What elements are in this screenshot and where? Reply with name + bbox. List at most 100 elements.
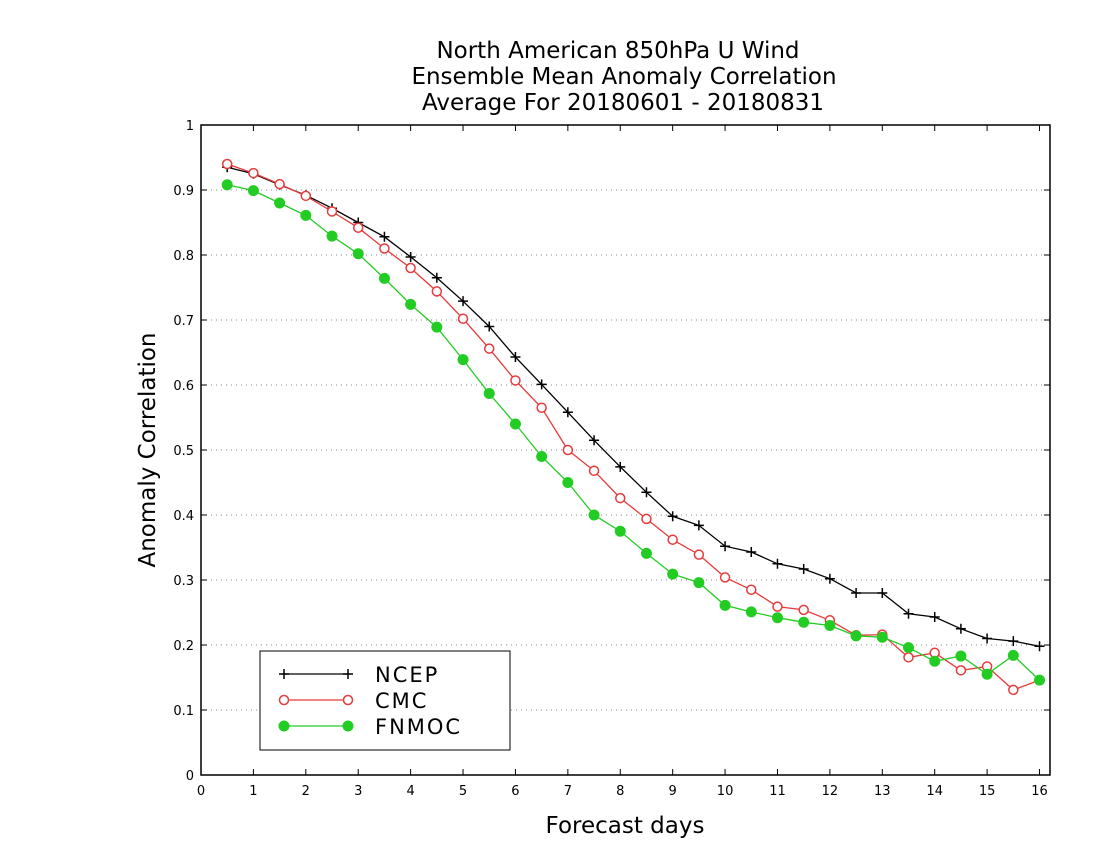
- series-line-fnmoc: [227, 184, 1040, 681]
- data-point-cmc: [798, 604, 809, 616]
- data-point-fnmoc: [378, 272, 390, 284]
- axes: [200, 124, 1051, 776]
- data-point-fnmoc: [405, 298, 417, 310]
- data-point-cmc: [667, 534, 678, 545]
- data-point-fnmoc: [745, 606, 757, 618]
- data-point-cmc: [903, 652, 914, 663]
- data-point-cmc: [615, 492, 626, 504]
- data-point-cmc: [326, 206, 338, 217]
- series-line-ncep: [227, 166, 1040, 647]
- data-point-fnmoc: [876, 631, 888, 643]
- chart-title-line-1: North American 850hPa U Wind: [436, 38, 799, 64]
- data-point-cmc: [379, 243, 390, 254]
- legend-marker-cmc: [278, 694, 290, 706]
- data-point-fnmoc: [981, 668, 993, 680]
- x-tick-label: 2: [302, 784, 310, 799]
- data-point-ncep: [982, 633, 993, 644]
- data-point-ncep: [1008, 636, 1019, 647]
- data-point-fnmoc: [352, 248, 364, 260]
- data-point-fnmoc: [300, 209, 312, 221]
- data-point-ncep: [929, 612, 940, 623]
- data-point-cmc: [693, 549, 705, 560]
- y-tick-label: 0.1: [173, 704, 194, 719]
- data-point-cmc: [588, 465, 600, 477]
- legend-marker-fnmoc: [278, 720, 290, 732]
- data-point-fnmoc: [457, 354, 469, 366]
- data-point-ncep: [589, 435, 600, 446]
- x-tick-label: 15: [979, 784, 996, 799]
- data-point-fnmoc: [221, 179, 233, 191]
- data-point-fnmoc: [903, 642, 914, 654]
- x-tick-label: 1: [249, 784, 257, 799]
- data-point-ncep: [562, 407, 573, 418]
- data-point-cmc: [352, 222, 364, 233]
- data-point-ncep: [510, 352, 521, 363]
- y-tick-label: 0.5: [173, 444, 194, 459]
- x-tick-label: 8: [616, 784, 624, 799]
- y-tick-label: 0.7: [173, 314, 194, 329]
- data-point-cmc: [431, 286, 443, 297]
- x-tick-label: 6: [511, 784, 519, 799]
- data-point-fnmoc: [247, 185, 259, 197]
- series-fnmoc: [221, 179, 1046, 686]
- data-point-fnmoc: [326, 230, 338, 242]
- data-point-fnmoc: [562, 477, 574, 488]
- x-axis-title: Forecast days: [546, 813, 705, 839]
- data-point-fnmoc: [850, 630, 862, 642]
- data-point-fnmoc: [536, 451, 548, 462]
- y-tick-label: 0.3: [173, 574, 194, 589]
- data-point-cmc: [457, 313, 469, 324]
- grid-lines: [201, 189, 1050, 711]
- legend-label-fnmoc: FNMOC: [375, 715, 462, 739]
- data-point-ncep: [667, 511, 678, 522]
- legend-marker-fnmoc: [342, 720, 354, 732]
- data-point-ncep: [772, 558, 783, 569]
- data-point-ncep: [484, 321, 495, 332]
- data-point-ncep: [746, 547, 757, 558]
- data-point-ncep: [720, 541, 731, 552]
- data-point-fnmoc: [614, 525, 626, 537]
- series-cmc: [221, 158, 1045, 696]
- y-tick-label: 0: [186, 769, 194, 784]
- series-ncep: [222, 162, 1045, 652]
- data-point-ncep: [877, 588, 888, 598]
- y-tick-label: 0.8: [173, 249, 194, 264]
- legend-label-cmc: CMC: [375, 689, 428, 713]
- data-point-cmc: [248, 167, 259, 179]
- data-point-fnmoc: [1007, 649, 1019, 661]
- data-point-ncep: [431, 272, 442, 283]
- x-tick-label: 16: [1031, 784, 1048, 799]
- data-point-ncep: [851, 588, 862, 598]
- data-point-ncep: [641, 487, 652, 498]
- data-point-ncep: [798, 563, 809, 574]
- data-point-cmc: [274, 178, 285, 190]
- data-point-cmc: [483, 343, 495, 354]
- data-point-fnmoc: [483, 387, 495, 399]
- y-tick-label: 0.4: [173, 509, 194, 524]
- data-point-ncep: [615, 461, 626, 472]
- legend-label-ncep: NCEP: [375, 663, 439, 687]
- data-point-fnmoc: [929, 655, 941, 667]
- tick-labels: 00.10.20.30.40.50.60.70.80.910 1 2 3 4 5 6 7 8 9 1…: [173, 119, 1047, 799]
- data-point-ncep: [693, 520, 704, 531]
- data-point-cmc: [746, 584, 757, 595]
- data-point-fnmoc: [824, 620, 836, 631]
- x-tick-label: 3: [354, 784, 362, 799]
- data-point-fnmoc: [588, 509, 600, 521]
- data-point-ncep: [824, 573, 835, 584]
- data-point-ncep: [903, 608, 914, 619]
- data-point-ncep: [379, 231, 390, 242]
- chart-title-line-3: Average For 20180601 - 20180831: [422, 90, 824, 116]
- series-layer: [221, 158, 1046, 696]
- y-tick-label: 0.6: [173, 379, 194, 394]
- data-point-cmc: [641, 513, 652, 525]
- data-point-cmc: [536, 402, 547, 413]
- x-tick-label: 12: [822, 784, 839, 799]
- data-point-fnmoc: [431, 321, 443, 333]
- data-point-fnmoc: [693, 577, 705, 589]
- data-point-cmc: [405, 262, 416, 274]
- data-point-ncep: [536, 379, 547, 390]
- data-point-cmc: [562, 444, 574, 456]
- data-point-fnmoc: [719, 599, 731, 611]
